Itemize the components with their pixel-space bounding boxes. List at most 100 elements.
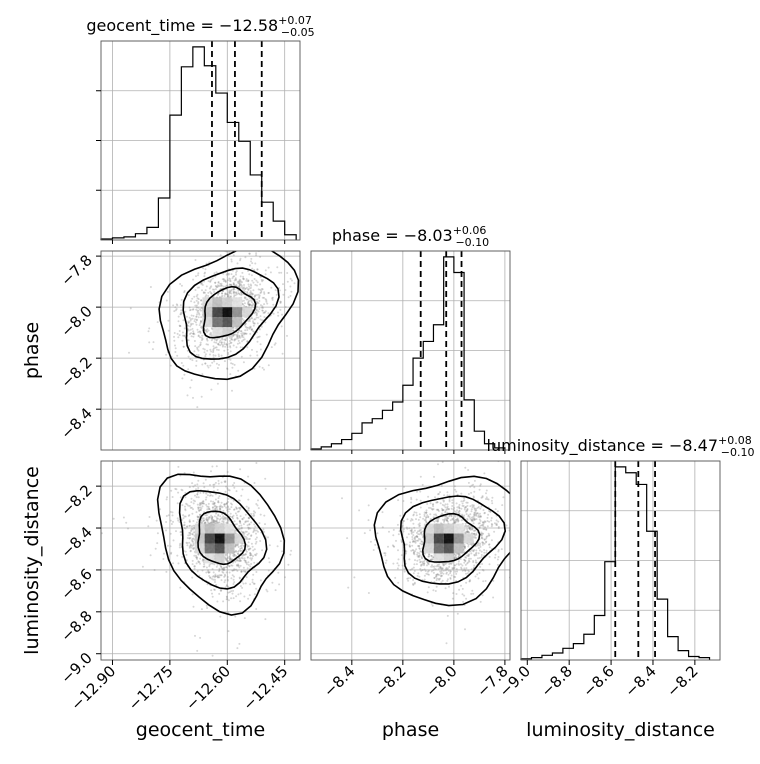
joint-geocent-time-vs-phase-frame [100,250,301,451]
joint-geocent-time-vs-luminosity-distance-point [215,520,217,523]
joint-phase-vs-luminosity-distance-point [387,545,389,548]
joint-geocent-time-vs-phase-point [197,272,200,275]
joint-geocent-time-vs-phase-point [239,336,242,339]
joint-geocent-time-vs-luminosity-distance-point [201,559,204,562]
joint-phase-vs-luminosity-distance-point [446,511,449,514]
joint-geocent-time-vs-phase-point [188,344,191,347]
joint-phase-vs-luminosity-distance-point [418,548,421,550]
joint-phase-vs-luminosity-distance-point [496,558,499,561]
joint-geocent-time-vs-phase-point [237,285,240,288]
joint-phase-vs-luminosity-distance-point [376,532,379,535]
joint-geocent-time-vs-phase-point [248,252,251,255]
joint-phase-vs-luminosity-distance-point [420,533,423,536]
joint-geocent-time-vs-luminosity-distance-point [220,579,223,582]
joint-phase-vs-luminosity-distance-point [422,517,425,520]
joint-phase-vs-luminosity-distance-point [468,580,471,583]
joint-phase-vs-luminosity-distance-point [463,546,466,549]
joint-geocent-time-vs-phase-point [255,313,258,316]
joint-geocent-time-vs-luminosity-distance-point [191,512,194,515]
joint-geocent-time-vs-luminosity-distance-point [239,559,242,562]
joint-phase-vs-luminosity-distance-point [460,567,463,570]
joint-geocent-time-vs-luminosity-distance-point [230,502,232,505]
joint-geocent-time-vs-phase-point [192,396,194,399]
joint-phase-vs-luminosity-distance-point [480,534,483,536]
joint-phase-vs-luminosity-distance-point [469,550,472,553]
joint-geocent-time-vs-luminosity-distance-point [255,587,258,590]
joint-geocent-time-vs-luminosity-distance-point [235,523,238,526]
joint-phase-vs-luminosity-distance-point [457,519,460,521]
joint-geocent-time-vs-luminosity-distance-point [249,552,252,554]
joint-geocent-time-vs-luminosity-distance-point [225,571,228,574]
joint-phase-vs-luminosity-distance-point [406,527,409,530]
joint-geocent-time-vs-luminosity-distance-point [210,520,213,523]
joint-geocent-time-vs-phase-point [293,282,296,285]
joint-geocent-time-vs-luminosity-distance-point [224,516,227,519]
joint-phase-vs-luminosity-distance-point [416,574,419,577]
joint-geocent-time-vs-phase-point [197,306,200,309]
joint-geocent-time-vs-luminosity-distance-point [211,502,214,505]
joint-geocent-time-vs-phase-point [193,333,196,336]
joint-geocent-time-vs-phase-point [229,295,232,298]
joint-geocent-time-vs-phase-point [204,289,207,292]
joint-geocent-time-vs-phase-point [201,338,204,340]
joint-phase-vs-luminosity-distance-point [463,528,466,531]
joint-geocent-time-vs-phase-point [236,331,239,334]
joint-geocent-time-vs-phase-point [254,283,257,286]
joint-geocent-time-vs-phase-point [286,334,288,337]
joint-geocent-time-vs-phase-point [200,320,202,323]
joint-geocent-time-vs-phase-point [219,285,222,287]
joint-geocent-time-vs-luminosity-distance-point [251,581,254,584]
joint-geocent-time-vs-phase-point [280,325,283,328]
joint-geocent-time-vs-luminosity-distance-point [208,565,211,568]
joint-geocent-time-vs-luminosity-distance-point [222,518,225,521]
joint-geocent-time-vs-luminosity-distance-point [209,521,212,524]
xtick-label-phase: −8.0 [422,662,460,700]
joint-geocent-time-vs-luminosity-distance-point [220,590,222,592]
joint-geocent-time-vs-phase-point [128,351,130,354]
joint-geocent-time-vs-luminosity-distance-point [195,556,198,559]
joint-geocent-time-vs-luminosity-distance-point [219,504,222,507]
joint-geocent-time-vs-luminosity-distance-point [185,525,188,528]
joint-phase-vs-luminosity-distance-point [418,555,421,558]
joint-geocent-time-vs-phase-point [271,297,274,300]
joint-phase-vs-luminosity-distance-point [440,581,443,584]
joint-geocent-time-vs-luminosity-distance-point [249,565,252,568]
hist-luminosity-distance-bar [615,467,625,660]
joint-geocent-time-vs-phase-point [187,324,190,327]
joint-geocent-time-vs-phase-point [231,362,234,365]
joint-geocent-time-vs-luminosity-distance-point [239,564,242,567]
joint-geocent-time-vs-phase-point [218,341,221,344]
joint-phase-vs-luminosity-distance-point [432,505,435,508]
joint-geocent-time-vs-luminosity-distance-point [215,565,218,568]
joint-phase-vs-luminosity-distance-point [467,514,470,517]
joint-phase-vs-luminosity-distance-point [415,563,418,566]
joint-phase-vs-luminosity-distance-point [455,593,458,595]
joint-geocent-time-vs-luminosity-distance-point [226,518,229,521]
joint-phase-vs-luminosity-distance-point [467,569,470,572]
joint-geocent-time-vs-luminosity-distance-point [217,501,220,504]
joint-geocent-time-vs-phase-point [196,293,199,296]
joint-geocent-time-vs-luminosity-distance-point [242,516,245,519]
joint-phase-vs-luminosity-distance-point [431,604,434,607]
joint-geocent-time-vs-phase-point [177,320,180,323]
joint-phase-vs-luminosity-distance-point [468,528,471,530]
joint-phase-vs-luminosity-distance-point [414,538,416,541]
joint-geocent-time-vs-phase-point [252,281,255,284]
joint-geocent-time-vs-luminosity-distance-point [184,505,186,508]
joint-phase-vs-luminosity-distance-point [478,557,481,559]
joint-phase-vs-luminosity-distance-point [413,540,416,543]
joint-phase-vs-luminosity-distance-point [441,509,444,512]
joint-geocent-time-vs-phase-point [249,291,252,294]
joint-geocent-time-vs-phase-point [227,279,230,282]
joint-geocent-time-vs-phase-point [249,283,252,286]
joint-geocent-time-vs-luminosity-distance-point [244,535,247,538]
joint-geocent-time-vs-luminosity-distance-point [226,596,228,599]
joint-geocent-time-vs-phase-point [214,281,217,284]
joint-geocent-time-vs-phase-point [189,333,191,335]
joint-geocent-time-vs-phase-point [232,275,235,278]
joint-geocent-time-vs-luminosity-distance-point [201,520,204,523]
joint-geocent-time-vs-phase-point [182,345,185,348]
joint-phase-vs-luminosity-distance-point [439,577,442,580]
joint-geocent-time-vs-luminosity-distance-point [204,521,207,524]
joint-phase-vs-luminosity-distance-point [446,507,449,509]
